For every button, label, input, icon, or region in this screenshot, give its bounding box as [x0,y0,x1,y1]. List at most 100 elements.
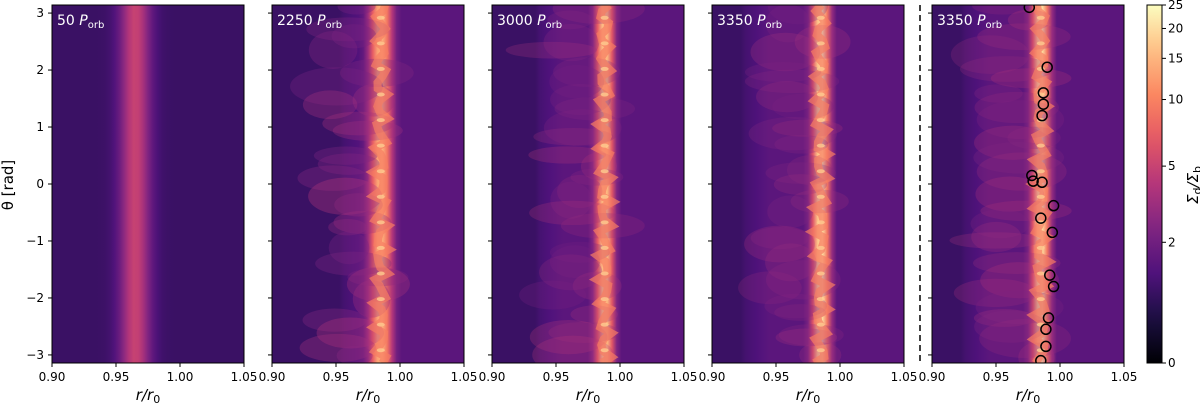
x-tick-label: 0.90 [699,370,726,384]
bright-spot [816,118,825,123]
x-tick-label: 1.05 [1111,370,1138,384]
filament [316,317,384,349]
panel-1: 50 Porb 0.90 0.95 1.00 1.05 r/r0 3 2 1 0 −1 −2 −3 [26,4,258,406]
ring-filament [1025,5,1057,363]
x-axis-label: r/r0 [576,386,600,406]
heatmap-background [52,5,244,363]
ring-filament [588,5,621,363]
filament [765,5,811,43]
panel-label: 2250 Porb [277,13,342,31]
x-tick-label: 0.90 [919,370,946,384]
filament [308,30,358,69]
x-tick-label: 1.05 [231,370,258,384]
filament [750,227,810,250]
bright-spot [816,41,825,46]
colorbar-tick-label: 5 [1168,159,1176,173]
bright-spot [600,169,609,174]
filament [337,5,376,15]
colorbar-gradient [1146,4,1163,364]
heatmap-area [52,5,244,363]
colorbar-tick-label: 15 [1168,51,1183,65]
colorbar: 25201510520Σd/Σb [1146,0,1200,370]
bright-spot [376,297,385,302]
y-tick-label: 1 [36,120,44,134]
filament [528,146,607,164]
bright-spot [816,15,825,20]
bright-spot [600,118,609,123]
bright-spot [1036,194,1045,199]
filament [332,120,403,141]
bright-spot [376,41,385,46]
colorbar-tick-label: 0 [1168,356,1176,370]
bright-spot [600,271,609,276]
filament [970,209,1030,239]
x-tick-label: 1.05 [451,370,478,384]
bright-spot [600,143,609,148]
x-axis-label: r/r0 [136,386,160,406]
bright-spot [376,271,385,276]
x-tick-label: 0.95 [323,370,350,384]
heatmap-area [932,5,1124,363]
bright-spot [376,66,385,71]
clump-marker [1040,323,1052,336]
filament [306,17,390,42]
clump-marker [1036,176,1048,189]
bright-spot [600,194,609,199]
filament [313,146,378,165]
y-tick-label: −1 [26,234,44,248]
x-tick-label: 1.00 [607,370,634,384]
panel-5: 3350 Porb 0.90 0.95 1.00 1.05 r/r0 [919,4,1138,406]
x-tick-label: 0.90 [479,370,506,384]
filament [773,174,828,195]
heatmap-area [492,5,684,363]
clump-marker [1047,280,1060,293]
filament [317,153,380,175]
bright-spot [376,118,385,123]
panel-label: 3350 Porb [937,13,1002,31]
filament [767,195,814,228]
filament [950,35,1030,75]
filament [979,318,1072,358]
x-tick-label: 1.05 [671,370,698,384]
y-tick-label: 3 [36,6,44,20]
heatmap-area [272,5,464,363]
filament [974,84,1023,103]
bright-spot [1036,169,1045,174]
bright-spot [1036,271,1045,276]
filament [774,304,827,321]
clump-marker [1037,98,1050,110]
bright-spot [600,66,609,71]
bright-spot [600,297,609,302]
filament [764,293,828,319]
x-tick-label: 0.95 [763,370,790,384]
bright-spot [600,245,609,250]
colorbar-label: Σd/Σb [1184,166,1200,204]
clump-marker [1027,175,1039,187]
bright-spot [376,15,385,20]
filament [339,58,414,88]
filament [297,165,369,191]
x-tick-label: 1.00 [1047,370,1074,384]
clump-marker [1046,226,1059,239]
panel-3: 3000 Porb 0.90 0.95 1.00 1.05 r/r0 [479,4,698,406]
bright-spot [600,322,609,327]
filament [953,278,1037,308]
x-tick-label: 1.00 [167,370,194,384]
filament [336,345,373,363]
y-tick-label: 0 [36,177,44,191]
clump-marker [1040,340,1052,353]
x-axis-label: r/r0 [1016,386,1040,406]
clump-marker [1044,269,1056,281]
bright-spot [376,92,385,97]
filament [302,308,367,332]
filament [308,177,383,215]
clump-marker [1037,87,1050,99]
bright-spot [816,271,825,276]
filament [505,41,598,59]
filament [331,24,377,49]
filament [290,67,383,106]
bright-spot [376,322,385,327]
filament [549,64,605,99]
clump-marker [1036,109,1048,122]
colorbar-tick-label: 2 [1168,235,1176,249]
